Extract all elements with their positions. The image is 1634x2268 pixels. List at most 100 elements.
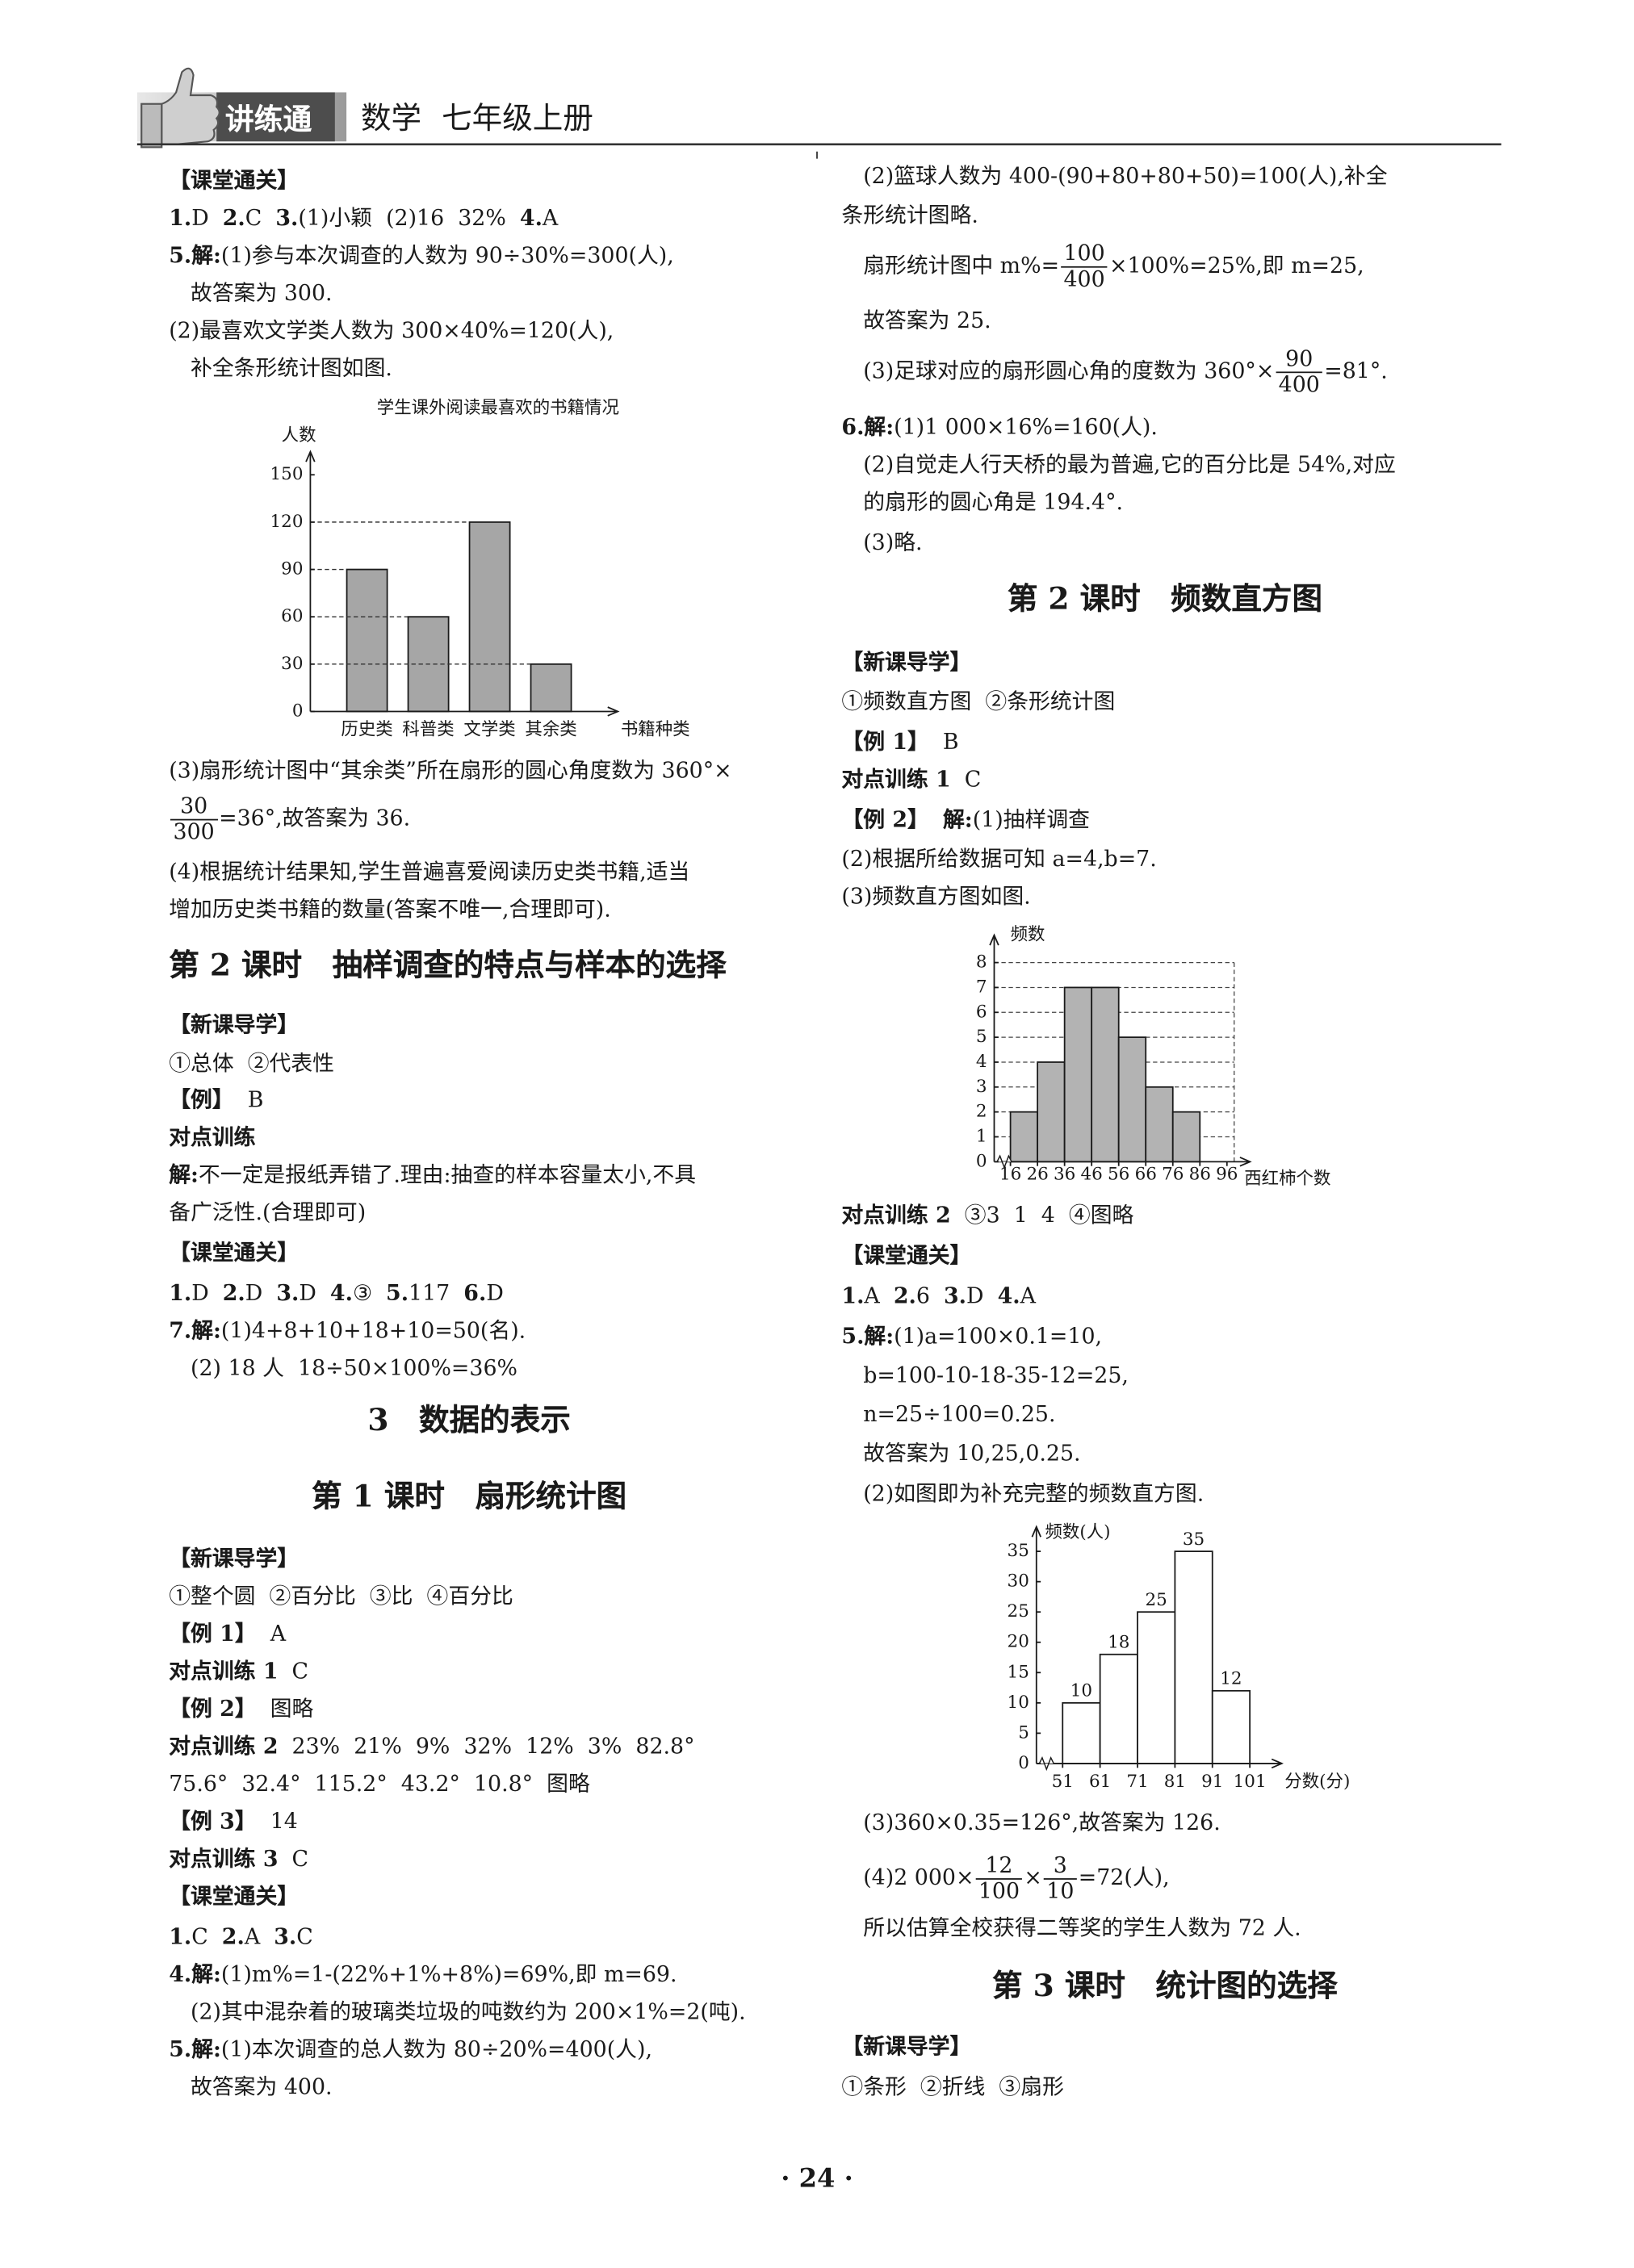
- bold-text: 2.: [221, 1923, 245, 1950]
- text-line: (3)360×0.35=126°,故答案为 126.: [863, 1807, 1221, 1839]
- text-line: 5.解:(1)本次调查的总人数为 80÷20%=400(人),: [169, 2033, 652, 2065]
- numerator: 30: [170, 793, 218, 821]
- text: 扇形统计图中 m%=: [863, 252, 1060, 279]
- text-line: 第 2 课时 频数直方图: [1007, 580, 1323, 617]
- x-axis-label: 书籍种类: [621, 720, 690, 740]
- bold-text: 【课堂通关】: [841, 1242, 972, 1269]
- y-tick-label: 60: [281, 606, 303, 626]
- text-line: 【新课导学】: [169, 1542, 299, 1574]
- text-line: 条形统计图略.: [841, 199, 978, 231]
- text: ③: [352, 1279, 387, 1307]
- y-tick-label: 8: [976, 952, 987, 973]
- text-line: 【例 3】 14: [169, 1806, 298, 1837]
- bar: [1062, 1701, 1101, 1764]
- text: (2)最喜欢文学类人数为 300×40%=120(人),: [169, 317, 614, 344]
- text: (2)篮球人数为 400-(90+80+80+50)=100(人),补全: [863, 163, 1388, 190]
- denominator: 300: [173, 818, 215, 845]
- text: 故答案为 10,25,0.25.: [863, 1440, 1081, 1467]
- x-axis-arrow: [1271, 1758, 1284, 1769]
- text-line: 【例 1】 B: [841, 726, 958, 757]
- data-label: 18: [1108, 1632, 1129, 1652]
- text-line: (2)最喜欢文学类人数为 300×40%=120(人),: [169, 315, 614, 346]
- bold-text: 2.: [893, 1283, 916, 1309]
- text: (2) 18 人 18÷50×100%=36%: [191, 1354, 518, 1382]
- text: (1)4+8+10+18+10=50(名).: [220, 1317, 526, 1344]
- bold-text: 【新课导学】: [169, 1545, 300, 1572]
- y-tick-label: 15: [1008, 1662, 1029, 1682]
- y-tick-label: 20: [1008, 1632, 1029, 1652]
- text: 故答案为 300.: [191, 279, 333, 307]
- x-tick-label: 71: [1126, 1772, 1148, 1792]
- bar: [530, 663, 572, 713]
- text: 6: [915, 1283, 945, 1309]
- text-line: 5.解:(1)a=100×0.1=10,: [841, 1320, 1102, 1352]
- text: ①条形 ②折线 ③扇形: [841, 2073, 1064, 2100]
- text-line: 1.D 2.D 3.D 4.③ 5.117 6.D: [169, 1277, 504, 1308]
- text: 图略: [256, 1695, 314, 1722]
- bold-text: 解:: [942, 806, 973, 833]
- bold-text: 5.解:: [169, 242, 221, 269]
- bold-text: 【课堂通关】: [169, 167, 300, 194]
- text: (3)足球对应的扇形圆心角的度数为 360°×: [863, 358, 1275, 384]
- bar: [1037, 1061, 1066, 1163]
- bold-text: 【新课导学】: [841, 649, 972, 676]
- y-tick-label: 0: [1018, 1753, 1029, 1773]
- bold-text: 【新课导学】: [841, 2033, 972, 2060]
- text: 117: [408, 1279, 464, 1307]
- text: 的扇形的圆心角是 194.4°.: [863, 489, 1124, 516]
- x-tick-label: 科普类: [402, 720, 454, 740]
- bold-text: 6.解:: [841, 414, 895, 441]
- bold-text: 【新课导学】: [169, 1011, 300, 1038]
- text: (1)本次调查的总人数为 80÷20%=400(人),: [220, 2036, 652, 2063]
- bold-text: 6.: [463, 1279, 487, 1307]
- bold-text: 【课堂通关】: [169, 1239, 300, 1266]
- text-line: 【新课导学】: [841, 2031, 971, 2062]
- text-line: (2)其中混杂着的玻璃类垃圾的吨数约为 200×1%=2(吨).: [191, 1996, 746, 2027]
- data-label: 12: [1220, 1669, 1242, 1689]
- y-tick-label: 25: [1008, 1601, 1029, 1621]
- x-tick-label: 56: [1108, 1164, 1129, 1184]
- text: 增加历史类书籍的数量(答案不唯一,合理即可).: [169, 896, 611, 923]
- heading: 第 2 课时 频数直方图: [1007, 580, 1323, 617]
- text-line: 30 300 =36°,故答案为 36.: [169, 793, 410, 845]
- bold-text: 5.解:: [169, 2036, 221, 2063]
- text-line: (3)略.: [863, 527, 922, 559]
- heading: 第 1 课时 扇形统计图: [311, 1477, 627, 1514]
- text-line: 3 数据的表示: [367, 1404, 570, 1439]
- numerator: 90: [1276, 346, 1323, 374]
- text: 故答案为 25.: [863, 307, 991, 334]
- x-tick-label: 101: [1234, 1772, 1267, 1792]
- x-tick-label: 36: [1054, 1164, 1075, 1184]
- text-line: 【课堂通关】: [841, 1240, 971, 1271]
- text-line: 7.解:(1)4+8+10+18+10=50(名).: [169, 1315, 526, 1346]
- x-tick-label: 26: [1026, 1164, 1048, 1184]
- data-label: 35: [1183, 1529, 1205, 1550]
- y-tick-label: 4: [976, 1052, 987, 1072]
- x-tick-label: 76: [1162, 1164, 1184, 1184]
- heading: 第 2 课时 抽样调查的特点与样本的选择: [169, 946, 727, 983]
- x-tick-label: 文学类: [463, 720, 515, 740]
- text-line: 对点训练 1 C: [169, 1655, 308, 1687]
- text-line: (2) 18 人 18÷50×100%=36%: [191, 1352, 517, 1383]
- x-axis-arrow: [1239, 1157, 1252, 1167]
- bold-text: 对点训练 1: [841, 766, 951, 793]
- bold-text: 1.: [169, 1923, 192, 1950]
- bold-text: 3.: [275, 204, 299, 232]
- bold-text: 4.: [329, 1279, 353, 1307]
- numerator: 3: [1043, 1853, 1077, 1880]
- bold-text: 4.解:: [169, 1960, 221, 1988]
- text-line: 备广泛性.(合理即可): [169, 1196, 366, 1228]
- y-tick-label: 0: [976, 1151, 987, 1171]
- text-line: (2)自觉走人行天桥的最为普遍,它的百分比是 54%,对应: [863, 449, 1396, 480]
- text-line: 【例 2】 图略: [169, 1693, 313, 1724]
- y-tick-label: 3: [976, 1077, 987, 1097]
- text-line: 1.D 2.C 3.(1)小颖 (2)16 32% 4.A: [169, 202, 558, 233]
- data-label: 25: [1146, 1590, 1167, 1610]
- text-line: 对点训练 2 23% 21% 9% 32% 12% 3% 82.8°: [169, 1730, 694, 1762]
- denominator: 10: [1046, 1878, 1075, 1905]
- text-line: 【新课导学】: [841, 647, 971, 678]
- text: ①频数直方图 ②条形统计图: [841, 688, 1116, 715]
- text-line: 故答案为 300.: [191, 277, 333, 308]
- bold-text: 5.: [386, 1279, 409, 1307]
